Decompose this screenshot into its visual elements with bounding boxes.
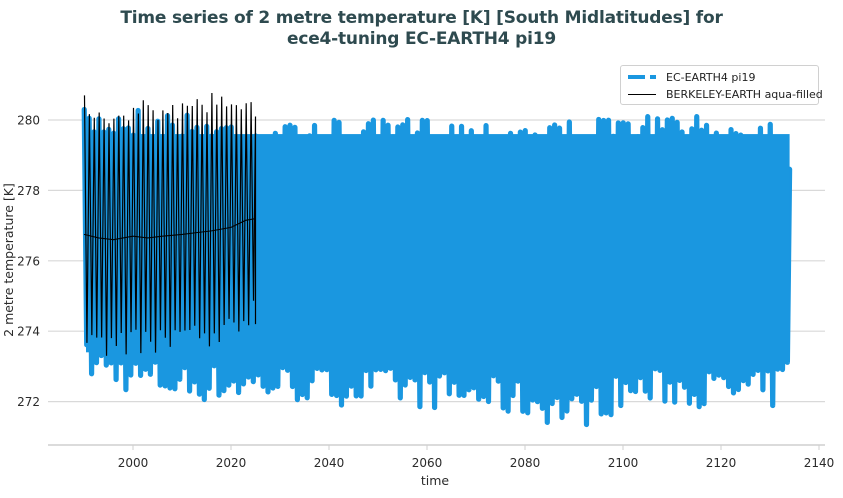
legend-label-ec-earth: EC-EARTH4 pi19	[666, 70, 756, 84]
legend-item-ec-earth: EC-EARTH4 pi19	[627, 69, 755, 85]
x-tick-label: 2020	[216, 456, 247, 470]
x-tick-label: 2120	[706, 456, 737, 470]
x-tick-label: 2060	[412, 456, 443, 470]
legend: EC-EARTH4 pi19 BERKELEY-EARTH aqua-fille…	[620, 65, 823, 105]
y-tick-label: 280	[17, 114, 40, 128]
x-tick-label: 2000	[118, 456, 149, 470]
chart-title-line1: Time series of 2 metre temperature [K] […	[120, 8, 723, 28]
legend-label-berkeley: BERKELEY-EARTH aqua-filled	[666, 87, 823, 101]
legend-item-berkeley: BERKELEY-EARTH aqua-filled	[627, 86, 823, 102]
x-tick-label: 2080	[510, 456, 541, 470]
y-tick-label: 278	[17, 184, 40, 198]
x-tick-label: 2100	[608, 456, 639, 470]
dashed-line-icon	[627, 72, 657, 82]
x-axis-title: time	[421, 473, 450, 488]
y-tick-label: 276	[17, 254, 40, 268]
y-axis-ticks: 272 274 276 278 280	[17, 114, 40, 410]
y-axis-title: 2 metre temperature [K]	[1, 183, 16, 337]
solid-line-icon	[627, 89, 657, 99]
x-tick-label: 2140	[804, 456, 835, 470]
chart-title: Time series of 2 metre temperature [K] […	[0, 8, 843, 50]
berkeley-series	[83, 93, 257, 356]
y-tick-label: 274	[17, 325, 40, 339]
y-tick-label: 272	[17, 395, 40, 409]
x-axis-ticks: 2000 2020 2040 2060 2080 2100 2120 2140	[118, 445, 835, 470]
x-tick-label: 2040	[314, 456, 345, 470]
chart-title-line2: ece4-tuning EC-EARTH4 pi19	[286, 29, 557, 49]
